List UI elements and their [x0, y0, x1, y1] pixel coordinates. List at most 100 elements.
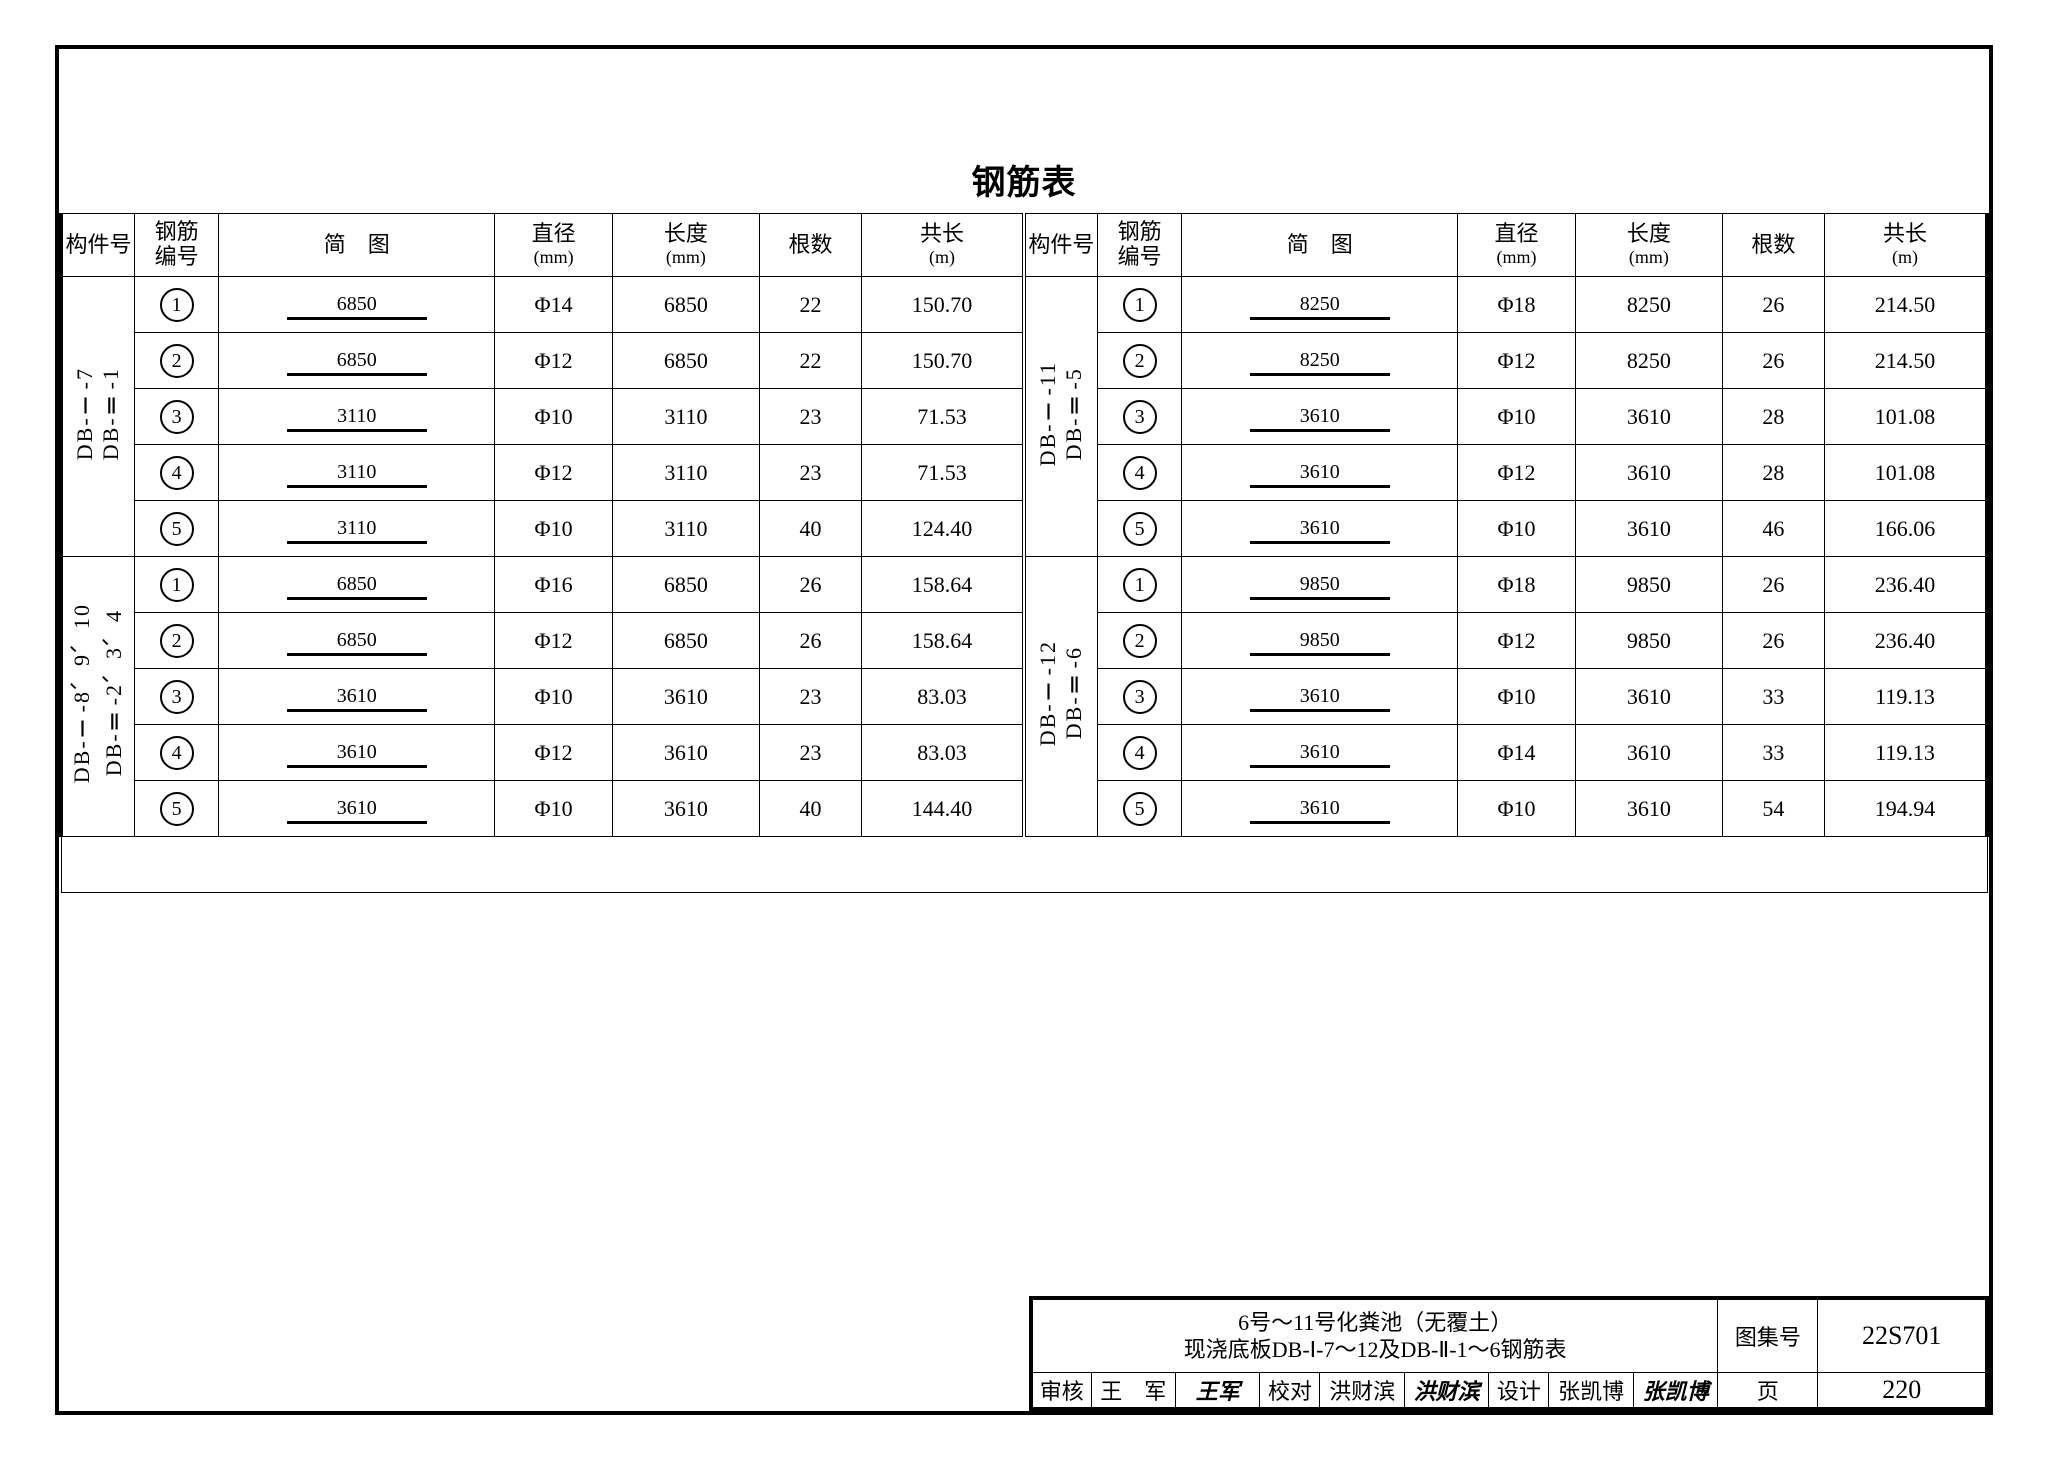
- dia-cell: Φ12: [495, 445, 613, 501]
- rebar-no: 5: [134, 501, 219, 557]
- hdr-count-l: 根数: [759, 214, 861, 277]
- rebar-no: 2: [1097, 333, 1182, 389]
- sketch-cell: 3610: [219, 669, 495, 725]
- len-cell: 3610: [613, 781, 760, 837]
- hdr-tl-r-t: 共长: [1883, 221, 1927, 246]
- rebar-no: 5: [1097, 781, 1182, 837]
- rebar-no: 4: [134, 445, 219, 501]
- tb-atlas-value: 22S701: [1818, 1298, 1987, 1373]
- hdr-tl-l-t: 共长: [920, 221, 964, 246]
- count-cell: 23: [759, 389, 861, 445]
- hdr-dia-l-t: 直径: [532, 221, 576, 246]
- rebar-no: 2: [1097, 613, 1182, 669]
- table-head: 构件号 钢筋编号 简 图 直径(mm) 长度(mm) 根数 共长(m) 构件号 …: [61, 214, 1987, 277]
- table-title: 钢筋表: [55, 155, 1993, 204]
- count-cell: 33: [1722, 669, 1824, 725]
- len-cell: 6850: [613, 277, 760, 333]
- sketch-cell: 6850: [219, 557, 495, 613]
- len-cell: 6850: [613, 613, 760, 669]
- tb-page-value: 220: [1818, 1373, 1987, 1410]
- component-label-right: DB-Ⅰ-12 DB-Ⅱ-6: [1024, 557, 1097, 837]
- sketch-cell: 3610: [1182, 445, 1458, 501]
- hdr-count-r: 根数: [1722, 214, 1824, 277]
- rebar-no: 2: [134, 613, 219, 669]
- hdr-rebarno-l-text: 钢筋编号: [155, 219, 199, 270]
- dia-cell: Φ10: [495, 501, 613, 557]
- tb-row-sign: 审核 王 军 王军 校对 洪财滨 洪财滨 设计 张凯博 张凯博 页 220: [1031, 1373, 1987, 1410]
- len-cell: 8250: [1575, 333, 1722, 389]
- rebar-no: 3: [1097, 389, 1182, 445]
- rebar-no: 4: [1097, 445, 1182, 501]
- rebar-no: 3: [134, 389, 219, 445]
- len-cell: 8250: [1575, 277, 1722, 333]
- sketch-cell: 3610: [1182, 725, 1458, 781]
- hdr-len-r-t: 长度: [1627, 221, 1671, 246]
- spacer-row: [61, 837, 1987, 893]
- count-cell: 26: [1722, 277, 1824, 333]
- total-len-cell: 83.03: [862, 669, 1024, 725]
- count-cell: 22: [759, 277, 861, 333]
- dia-cell: Φ10: [1458, 501, 1576, 557]
- dia-cell: Φ10: [495, 781, 613, 837]
- tb-line1: 6号～11号化粪池（无覆土）: [1238, 1310, 1512, 1335]
- len-cell: 3610: [1575, 781, 1722, 837]
- hdr-component-r: 构件号: [1024, 214, 1097, 277]
- count-cell: 28: [1722, 389, 1824, 445]
- len-cell: 3610: [1575, 669, 1722, 725]
- total-len-cell: 158.64: [862, 613, 1024, 669]
- len-cell: 3610: [1575, 501, 1722, 557]
- count-cell: 22: [759, 333, 861, 389]
- count-cell: 23: [759, 725, 861, 781]
- total-len-cell: 214.50: [1825, 333, 1987, 389]
- len-cell: 3610: [1575, 389, 1722, 445]
- count-cell: 26: [1722, 557, 1824, 613]
- sketch-cell: 3610: [1182, 389, 1458, 445]
- sketch-cell: 6850: [219, 277, 495, 333]
- header-row: 构件号 钢筋编号 简 图 直径(mm) 长度(mm) 根数 共长(m) 构件号 …: [61, 214, 1987, 277]
- total-len-cell: 236.40: [1825, 613, 1987, 669]
- hdr-sketch-r: 简 图: [1182, 214, 1458, 277]
- tb-check-label: 审核: [1031, 1373, 1091, 1410]
- dia-cell: Φ18: [1458, 277, 1576, 333]
- component-label-left: DB-Ⅰ-7 DB-Ⅱ-1: [61, 277, 134, 557]
- sketch-cell: 3610: [1182, 781, 1458, 837]
- count-cell: 40: [759, 501, 861, 557]
- len-cell: 6850: [613, 333, 760, 389]
- rebar-no: 4: [1097, 725, 1182, 781]
- total-len-cell: 101.08: [1825, 445, 1987, 501]
- len-cell: 3110: [613, 445, 760, 501]
- sketch-cell: 3610: [1182, 501, 1458, 557]
- hdr-len-l-u: (mm): [613, 247, 759, 269]
- hdr-dia-r: 直径(mm): [1458, 214, 1576, 277]
- tb-verify-sig: 洪财滨: [1404, 1373, 1488, 1410]
- total-len-cell: 119.13: [1825, 725, 1987, 781]
- count-cell: 23: [759, 445, 861, 501]
- count-cell: 26: [759, 613, 861, 669]
- hdr-tl-r: 共长(m): [1825, 214, 1987, 277]
- rebar-no: 1: [1097, 277, 1182, 333]
- total-len-cell: 214.50: [1825, 277, 1987, 333]
- tb-verify-label: 校对: [1260, 1373, 1320, 1410]
- sketch-cell: 6850: [219, 613, 495, 669]
- sketch-cell: 3110: [219, 501, 495, 557]
- tb-design-name: 张凯博: [1549, 1373, 1633, 1410]
- hdr-tl-l: 共长(m): [862, 214, 1024, 277]
- total-len-cell: 150.70: [862, 277, 1024, 333]
- dia-cell: Φ10: [1458, 669, 1576, 725]
- hdr-len-r: 长度(mm): [1575, 214, 1722, 277]
- dia-cell: Φ12: [495, 613, 613, 669]
- total-len-cell: 158.64: [862, 557, 1024, 613]
- len-cell: 3110: [613, 389, 760, 445]
- table-row: DB-Ⅰ-7 DB-Ⅱ-116850Φ14685022150.70DB-Ⅰ-11…: [61, 277, 1987, 333]
- tb-line2: 现浇底板DB-Ⅰ-7～12及DB-Ⅱ-1～6钢筋表: [1184, 1337, 1567, 1362]
- dia-cell: Φ10: [1458, 781, 1576, 837]
- tb-atlas-label: 图集号: [1718, 1298, 1818, 1373]
- hdr-dia-r-u: (mm): [1458, 247, 1575, 269]
- tb-drawing-title: 6号～11号化粪池（无覆土） 现浇底板DB-Ⅰ-7～12及DB-Ⅱ-1～6钢筋表: [1031, 1298, 1718, 1373]
- rebar-table: 构件号 钢筋编号 简 图 直径(mm) 长度(mm) 根数 共长(m) 构件号 …: [59, 213, 1989, 893]
- total-len-cell: 144.40: [862, 781, 1024, 837]
- sketch-cell: 6850: [219, 333, 495, 389]
- drawing-sheet: 钢筋表 构件号 钢筋编号 简 图 直径(mm) 长度(mm) 根数 共长(m) …: [55, 45, 1993, 1415]
- dia-cell: Φ12: [1458, 445, 1576, 501]
- dia-cell: Φ12: [1458, 333, 1576, 389]
